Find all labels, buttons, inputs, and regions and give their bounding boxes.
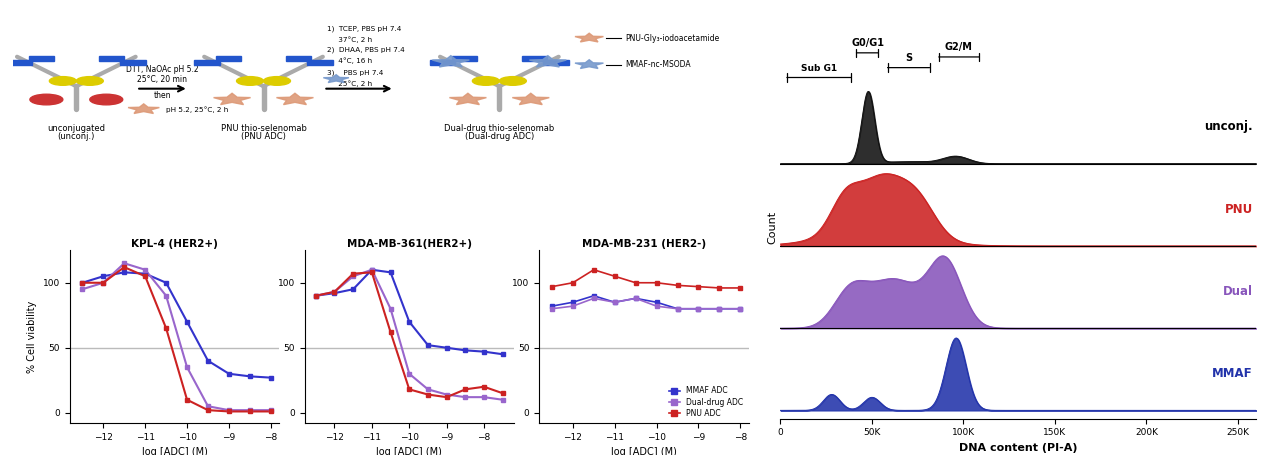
Polygon shape (529, 56, 566, 67)
Text: Sub G1: Sub G1 (801, 64, 838, 72)
Text: Dual-drug thio-selenomab: Dual-drug thio-selenomab (444, 124, 555, 133)
Polygon shape (213, 93, 250, 105)
Text: G0/G1: G0/G1 (851, 38, 884, 48)
Text: 3)    PBS pH 7.4: 3) PBS pH 7.4 (327, 70, 383, 76)
Text: (unconj.): (unconj.) (57, 132, 95, 141)
Polygon shape (449, 93, 486, 105)
Polygon shape (433, 56, 470, 67)
Bar (121, 61, 146, 65)
Bar (430, 61, 456, 65)
Polygon shape (277, 93, 313, 105)
Text: then: then (154, 91, 171, 101)
Circle shape (30, 94, 63, 105)
Polygon shape (513, 93, 549, 105)
Text: Dual: Dual (1222, 285, 1253, 298)
Polygon shape (324, 75, 349, 82)
Circle shape (49, 76, 76, 85)
Bar (522, 56, 547, 61)
X-axis label: log [ADC] (M): log [ADC] (M) (612, 447, 676, 455)
Circle shape (499, 76, 527, 85)
Polygon shape (575, 60, 604, 68)
Text: PNU-Gly₃-iodoacetamide: PNU-Gly₃-iodoacetamide (626, 34, 720, 42)
Legend: MMAF ADC, Dual-drug ADC, PNU ADC: MMAF ADC, Dual-drug ADC, PNU ADC (667, 384, 745, 420)
Title: MDA-MB-231 (HER2-): MDA-MB-231 (HER2-) (582, 239, 706, 249)
Text: (Dual-drug ADC): (Dual-drug ADC) (464, 132, 534, 141)
Bar (307, 61, 332, 65)
Bar (216, 56, 241, 61)
Text: MMAF-nc-MSODA: MMAF-nc-MSODA (626, 60, 690, 69)
Text: 2)  DHAA, PBS pH 7.4: 2) DHAA, PBS pH 7.4 (327, 47, 405, 53)
Circle shape (90, 94, 123, 105)
X-axis label: DNA content (PI-A): DNA content (PI-A) (959, 443, 1077, 453)
Text: unconjugated: unconjugated (47, 124, 105, 133)
X-axis label: log [ADC] (M): log [ADC] (M) (377, 447, 442, 455)
Polygon shape (575, 33, 604, 42)
Title: KPL-4 (HER2+): KPL-4 (HER2+) (131, 239, 218, 249)
Circle shape (76, 76, 103, 85)
Text: PNU: PNU (1225, 202, 1253, 216)
Text: 1)  TCEP, PBS pH 7.4: 1) TCEP, PBS pH 7.4 (327, 25, 401, 32)
Text: unconj.: unconj. (1204, 120, 1253, 133)
Bar (29, 56, 55, 61)
Text: 25°C, 2 h: 25°C, 2 h (327, 81, 372, 87)
Title: MDA-MB-361(HER2+): MDA-MB-361(HER2+) (346, 239, 472, 249)
Circle shape (236, 76, 264, 85)
Bar (99, 56, 124, 61)
Text: 4°C, 16 h: 4°C, 16 h (327, 58, 372, 64)
Polygon shape (128, 104, 160, 113)
Text: S: S (905, 53, 912, 63)
Text: G2/M: G2/M (945, 42, 973, 52)
Text: (PNU ADC): (PNU ADC) (241, 132, 286, 141)
Bar (543, 61, 569, 65)
Circle shape (472, 76, 500, 85)
Bar (286, 56, 311, 61)
Text: MMAF: MMAF (1212, 367, 1253, 380)
Bar (194, 61, 220, 65)
X-axis label: log [ADC] (M): log [ADC] (M) (142, 447, 207, 455)
Text: pH 5.2, 25°C, 2 h: pH 5.2, 25°C, 2 h (166, 106, 228, 112)
Text: DTT, NaOAc pH 5.2: DTT, NaOAc pH 5.2 (126, 65, 199, 74)
Bar (8, 61, 33, 65)
Text: 37°C, 2 h: 37°C, 2 h (327, 36, 372, 43)
Text: PNU thio-selenomab: PNU thio-selenomab (221, 124, 306, 133)
Circle shape (264, 76, 291, 85)
Bar (452, 56, 477, 61)
Y-axis label: % Cell viability: % Cell viability (27, 301, 37, 373)
Y-axis label: Count: Count (768, 211, 778, 244)
Text: 25°C, 20 min: 25°C, 20 min (137, 75, 188, 84)
